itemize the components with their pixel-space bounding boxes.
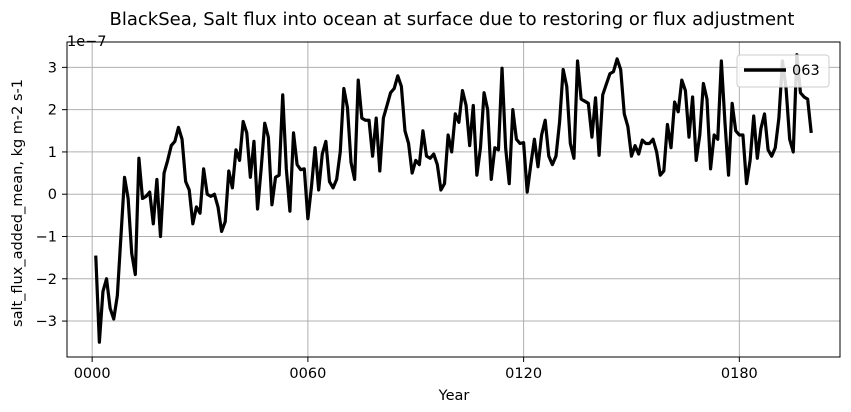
series-layer — [94, 53, 813, 344]
y-tick-label: 1 — [48, 145, 57, 161]
chart-title: BlackSea, Salt flux into ocean at surfac… — [110, 9, 795, 30]
y-tick-label: 2 — [48, 103, 57, 119]
legend: 063 — [736, 54, 830, 88]
y-axis-label: salt_flux_added_mean, kg m-2 s-1 — [10, 79, 26, 327]
legend-label-063: 063 — [792, 63, 820, 79]
y-tick-label: −3 — [36, 314, 57, 330]
y-tick-label: −1 — [36, 229, 57, 245]
series-line-063 — [94, 53, 813, 344]
y-tick-label: 3 — [48, 60, 57, 76]
y-axis: −3 −2 −1 0 1 2 3 — [36, 60, 67, 330]
x-axis-label: Year — [438, 388, 470, 404]
x-tick-label: 0060 — [289, 366, 326, 382]
x-tick-label: 0180 — [721, 366, 758, 382]
y-tick-label: 0 — [48, 187, 57, 203]
x-axis: 0000 0060 0120 0180 — [74, 357, 758, 382]
x-tick-label: 0120 — [505, 366, 542, 382]
x-tick-label: 0000 — [74, 366, 111, 382]
y-tick-label: −2 — [36, 272, 57, 288]
y-offset-label: 1e−7 — [67, 34, 107, 50]
plot-frame — [66, 41, 841, 358]
